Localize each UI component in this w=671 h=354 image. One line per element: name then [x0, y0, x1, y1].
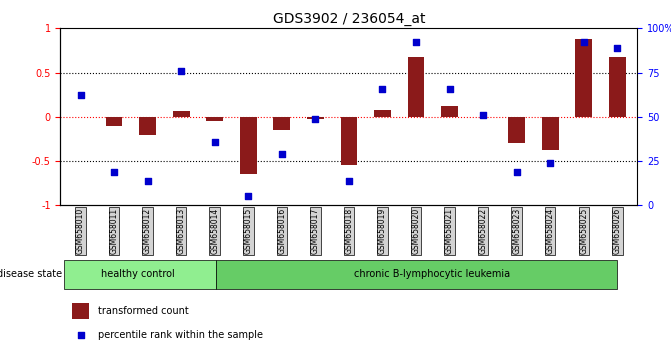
Text: GSM658018: GSM658018: [344, 208, 354, 254]
Point: [612, 45, 623, 51]
Text: GSM658014: GSM658014: [210, 208, 219, 254]
Bar: [307, 117, 323, 120]
Text: transformed count: transformed count: [98, 306, 189, 316]
Bar: [206, 117, 223, 121]
Text: GSM658023: GSM658023: [512, 208, 521, 254]
Bar: [273, 117, 290, 130]
Bar: [105, 117, 122, 126]
Bar: [441, 106, 458, 117]
Text: disease state: disease state: [0, 269, 62, 279]
Text: chronic B-lymphocytic leukemia: chronic B-lymphocytic leukemia: [354, 269, 510, 279]
Text: healthy control: healthy control: [101, 269, 174, 279]
Text: GSM658019: GSM658019: [378, 208, 387, 254]
Title: GDS3902 / 236054_at: GDS3902 / 236054_at: [272, 12, 425, 26]
Bar: [508, 117, 525, 143]
Point: [109, 169, 119, 175]
Text: GSM658017: GSM658017: [311, 208, 320, 254]
Text: GSM658024: GSM658024: [546, 208, 555, 254]
Text: GSM658026: GSM658026: [613, 208, 622, 254]
Point: [310, 116, 321, 121]
Point: [344, 178, 354, 183]
Bar: [140, 117, 156, 135]
Point: [142, 178, 153, 183]
Bar: [407, 57, 424, 117]
FancyBboxPatch shape: [216, 260, 617, 289]
Bar: [541, 117, 558, 150]
Text: GSM658025: GSM658025: [579, 208, 588, 254]
Text: GSM658015: GSM658015: [244, 208, 253, 254]
Point: [209, 139, 220, 144]
Point: [478, 112, 488, 118]
Bar: [374, 110, 391, 117]
Bar: [72, 303, 89, 319]
Point: [545, 160, 556, 166]
Text: GSM658011: GSM658011: [109, 208, 119, 254]
Point: [75, 92, 86, 98]
Text: percentile rank within the sample: percentile rank within the sample: [98, 330, 263, 340]
Text: GSM658022: GSM658022: [478, 208, 488, 254]
Bar: [340, 117, 357, 166]
Bar: [609, 57, 625, 117]
Point: [411, 39, 421, 45]
Text: GSM658012: GSM658012: [143, 208, 152, 254]
Point: [276, 151, 287, 157]
Text: GSM658010: GSM658010: [76, 208, 85, 254]
Point: [243, 194, 254, 199]
Text: GSM658020: GSM658020: [411, 208, 421, 254]
Bar: [240, 117, 256, 175]
Bar: [172, 111, 189, 117]
Point: [176, 68, 187, 74]
FancyBboxPatch shape: [64, 260, 216, 289]
Point: [377, 86, 388, 91]
Text: GSM658016: GSM658016: [277, 208, 287, 254]
Bar: [575, 39, 592, 117]
Point: [511, 169, 522, 175]
Point: [444, 86, 455, 91]
Point: [527, 145, 538, 151]
Text: GSM658021: GSM658021: [445, 208, 454, 254]
Point: [578, 39, 589, 45]
Text: GSM658013: GSM658013: [176, 208, 186, 254]
